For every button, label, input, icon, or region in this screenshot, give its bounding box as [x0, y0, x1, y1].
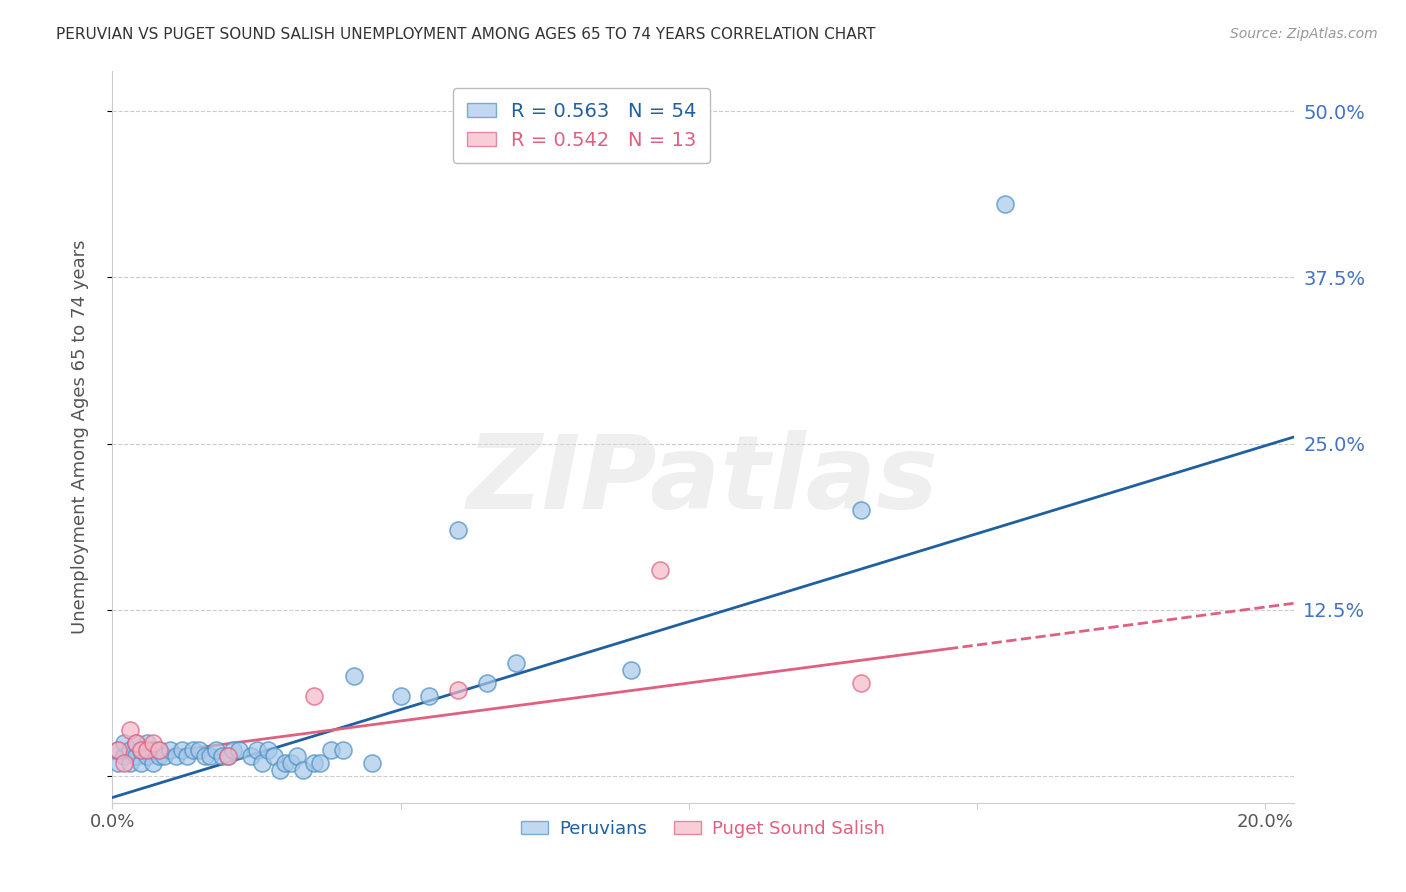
Point	[142, 742, 165, 756]
Point	[181, 742, 204, 756]
Point	[148, 749, 170, 764]
Point	[142, 736, 165, 750]
Point	[309, 756, 332, 770]
Point	[285, 749, 308, 764]
Point	[620, 663, 643, 677]
Point	[217, 749, 239, 764]
Y-axis label: Unemployment Among Ages 65 to 74 years: Unemployment Among Ages 65 to 74 years	[70, 240, 89, 634]
Point	[360, 756, 382, 770]
Point	[505, 656, 527, 670]
Point	[124, 749, 146, 764]
Point	[118, 742, 141, 756]
Point	[851, 676, 873, 690]
Point	[129, 742, 152, 756]
Point	[302, 756, 325, 770]
Point	[200, 749, 222, 764]
Point	[165, 749, 187, 764]
Point	[211, 749, 233, 764]
Point	[252, 756, 274, 770]
Point	[280, 756, 302, 770]
Point	[447, 523, 470, 537]
Point	[118, 756, 141, 770]
Point	[170, 742, 193, 756]
Point	[112, 756, 135, 770]
Point	[159, 742, 181, 756]
Text: ZIPatlas: ZIPatlas	[467, 431, 939, 532]
Point	[194, 749, 217, 764]
Point	[107, 742, 129, 756]
Point	[217, 749, 239, 764]
Point	[269, 763, 291, 777]
Point	[107, 756, 129, 770]
Point	[142, 756, 165, 770]
Point	[475, 676, 498, 690]
Point	[851, 503, 873, 517]
Point	[994, 197, 1017, 211]
Point	[148, 742, 170, 756]
Point	[263, 749, 285, 764]
Point	[129, 756, 152, 770]
Point	[257, 742, 280, 756]
Point	[239, 749, 262, 764]
Point	[343, 669, 366, 683]
Point	[321, 742, 343, 756]
Point	[136, 736, 159, 750]
Point	[291, 763, 314, 777]
Point	[153, 749, 176, 764]
Point	[136, 749, 159, 764]
Point	[205, 742, 228, 756]
Point	[389, 690, 412, 704]
Point	[187, 742, 209, 756]
Point	[176, 749, 198, 764]
Point	[129, 742, 152, 756]
Point	[648, 563, 671, 577]
Text: Source: ZipAtlas.com: Source: ZipAtlas.com	[1230, 27, 1378, 41]
Point	[124, 736, 146, 750]
Point	[112, 736, 135, 750]
Point	[124, 736, 146, 750]
Point	[245, 742, 267, 756]
Legend: Peruvians, Puget Sound Salish: Peruvians, Puget Sound Salish	[515, 813, 891, 845]
Point	[228, 742, 250, 756]
Point	[418, 690, 440, 704]
Point	[302, 690, 325, 704]
Point	[118, 723, 141, 737]
Point	[148, 742, 170, 756]
Point	[136, 742, 159, 756]
Point	[332, 742, 354, 756]
Point	[107, 742, 129, 756]
Text: PERUVIAN VS PUGET SOUND SALISH UNEMPLOYMENT AMONG AGES 65 TO 74 YEARS CORRELATIO: PERUVIAN VS PUGET SOUND SALISH UNEMPLOYM…	[56, 27, 876, 42]
Point	[112, 749, 135, 764]
Point	[274, 756, 297, 770]
Point	[222, 742, 245, 756]
Point	[447, 682, 470, 697]
